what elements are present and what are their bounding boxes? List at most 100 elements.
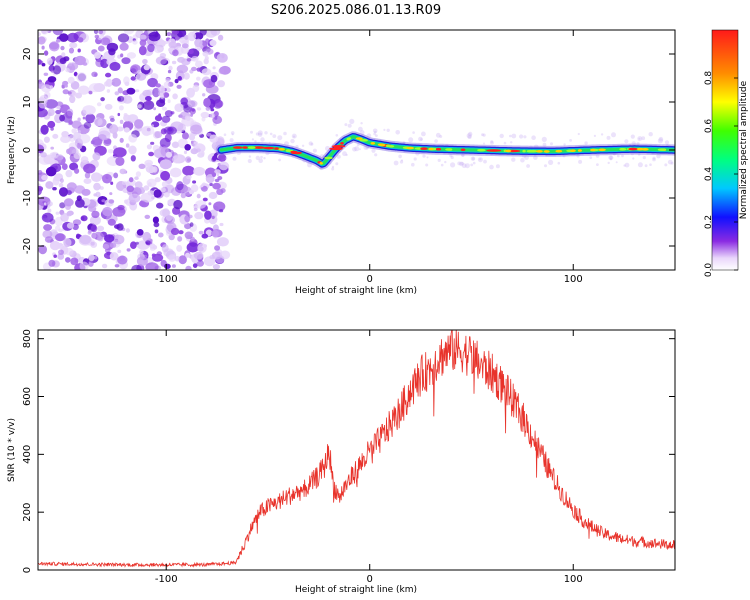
halo-speckle — [258, 158, 264, 164]
halo-speckle — [563, 143, 566, 146]
noise-speckle — [117, 33, 130, 43]
noise-speckle — [189, 190, 194, 195]
noise-speckle — [71, 91, 77, 97]
noise-speckle — [184, 223, 192, 230]
halo-speckle — [229, 138, 234, 143]
halo-speckle — [623, 164, 626, 167]
noise-speckle — [136, 229, 144, 236]
noise-speckle — [97, 45, 105, 52]
halo-speckle — [664, 163, 668, 167]
noise-speckle — [214, 169, 221, 175]
noise-speckle — [181, 43, 189, 49]
snr-plot-area — [38, 330, 675, 570]
halo-speckle — [290, 138, 295, 144]
noise-speckle — [55, 109, 61, 115]
halo-speckle — [632, 157, 635, 160]
snr-frame — [37, 329, 676, 571]
halo-speckle — [657, 138, 664, 144]
noise-speckle — [191, 66, 197, 72]
noise-speckle — [38, 186, 44, 192]
noise-speckle — [91, 232, 97, 239]
tone-hotspot — [543, 150, 550, 153]
noise-speckle — [61, 189, 66, 193]
noise-speckle — [173, 199, 183, 210]
tone-hotspot — [377, 143, 385, 146]
tone-hotspot — [577, 149, 582, 152]
noise-speckle — [100, 37, 111, 46]
spectrogram-y-tick-label: 20 — [22, 48, 33, 61]
tone-hotspot — [555, 149, 563, 153]
noise-speckle — [206, 132, 212, 137]
noise-speckle — [119, 168, 127, 175]
noise-speckle — [120, 53, 124, 58]
noise-speckle — [77, 143, 83, 150]
noise-speckle — [124, 81, 130, 87]
noise-speckle — [176, 244, 183, 252]
noise-speckle — [109, 124, 119, 135]
noise-speckle — [185, 252, 191, 258]
noise-speckle — [162, 92, 170, 98]
noise-speckle — [59, 57, 67, 65]
halo-speckle — [373, 132, 376, 136]
halo-speckle — [648, 132, 653, 137]
halo-speckle — [255, 155, 260, 161]
noise-speckle — [201, 185, 208, 192]
tone-hotspot — [619, 148, 627, 151]
noise-speckle — [93, 255, 98, 260]
noise-speckle — [117, 95, 125, 102]
noise-speckle — [165, 151, 173, 158]
noise-speckle — [134, 176, 139, 180]
noise-speckle — [193, 251, 204, 260]
noise-speckle — [43, 50, 49, 56]
noise-speckle — [172, 49, 179, 57]
noise-speckle — [58, 33, 69, 42]
noise-speckle — [125, 228, 130, 233]
halo-speckle — [278, 158, 281, 162]
noise-speckle — [74, 185, 86, 194]
halo-speckle — [450, 162, 456, 168]
noise-speckle — [212, 264, 220, 270]
colorbar: 0.0 0.2 0.4 0.6 0.8 Normalized spectral ampl… — [704, 29, 749, 277]
halo-speckle — [481, 133, 484, 137]
halo-speckle — [247, 158, 252, 164]
halo-speckle — [232, 156, 237, 161]
noise-speckle — [200, 184, 204, 188]
noise-speckle — [151, 124, 155, 128]
halo-speckle — [312, 148, 317, 153]
noise-speckle — [184, 144, 191, 151]
noise-speckle — [218, 68, 225, 75]
noise-speckle — [55, 39, 61, 43]
noise-speckle — [196, 107, 202, 111]
noise-speckle — [44, 236, 53, 243]
noise-speckle — [123, 30, 135, 35]
noise-speckle — [119, 42, 129, 51]
noise-speckle — [43, 224, 53, 231]
noise-speckle — [55, 233, 66, 242]
halo-speckle — [393, 160, 399, 166]
noise-speckle — [164, 40, 169, 45]
noise-speckle — [184, 214, 191, 223]
snr-x-tick-label: 0 — [367, 574, 373, 585]
noise-speckle — [113, 172, 119, 179]
noise-speckle — [51, 69, 54, 74]
halo-speckle — [658, 136, 664, 142]
noise-speckle — [196, 193, 201, 199]
tone-hotspot — [347, 137, 352, 140]
noise-speckle — [178, 255, 187, 265]
halo-speckle — [434, 139, 438, 143]
noise-speckle — [209, 113, 216, 119]
snr-panel: -100 0 100 0 200 400 600 800 Height of straigh… — [7, 329, 676, 595]
noise-speckle — [104, 81, 109, 87]
noise-speckle — [90, 241, 95, 246]
tone-hotspot — [370, 142, 375, 145]
halo-speckle — [457, 161, 462, 166]
noise-speckle — [210, 30, 221, 36]
noise-speckle — [83, 121, 92, 129]
noise-speckle — [40, 30, 49, 35]
colorbar-tick-label: 0.2 — [704, 215, 714, 229]
halo-speckle — [335, 162, 339, 166]
noise-speckle — [138, 163, 146, 169]
halo-speckle — [418, 136, 423, 142]
noise-speckle — [128, 145, 137, 155]
noise-speckle — [67, 32, 79, 43]
